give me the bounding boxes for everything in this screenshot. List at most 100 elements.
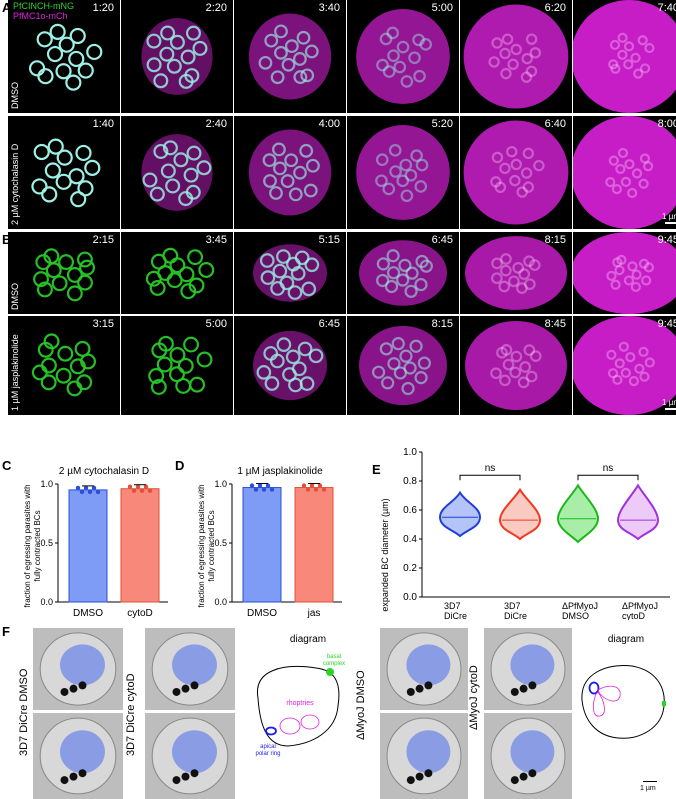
ring-structure (70, 191, 87, 208)
ring-structure (391, 337, 405, 351)
ring-structure (387, 357, 401, 371)
ring-structure (28, 60, 46, 77)
ring-structure (183, 167, 199, 183)
ring-structure (160, 163, 176, 179)
ring-structure (304, 257, 320, 273)
em-nucleus (172, 730, 217, 774)
data-point (79, 489, 85, 495)
tile-a-row2-6: 8:00 1 µm (573, 116, 676, 229)
x-category-label: cytoD (127, 608, 153, 619)
magenta-signal (141, 134, 213, 211)
timestamp: 5:00 (431, 2, 453, 14)
em-image-2 (33, 713, 123, 799)
y-tick-label: 0.8 (403, 476, 417, 487)
ring-structure (41, 357, 57, 374)
ring-structure (616, 254, 627, 265)
data-point (309, 483, 315, 488)
row-label: 1 µM jasplakinolide (10, 334, 20, 411)
ring-structure (183, 336, 199, 353)
magenta-signal (141, 18, 213, 95)
tile-a-row2-4: 5:20 (347, 116, 459, 229)
chart-d: 1 µM jasplakinolide fraction of egressin… (197, 466, 342, 619)
f-label-myoj-cytod: ΔMyoJ cytoD (468, 665, 480, 730)
data-point (301, 483, 307, 488)
em-dense-granule (78, 681, 87, 690)
diagram-apical-label-2: polar ring (255, 751, 280, 757)
ring-structure (516, 282, 528, 294)
data-point (269, 487, 275, 492)
ring-structure (306, 158, 320, 173)
magenta-signal (356, 9, 450, 104)
ring-structure (523, 344, 536, 356)
ring-structure (625, 352, 636, 363)
row-label: DMSO (10, 283, 20, 310)
ring-structure (637, 35, 648, 46)
ring-structure (491, 37, 503, 49)
ring-structure (510, 43, 522, 56)
timestamp: 8:00 (657, 118, 676, 130)
magenta-signal (356, 125, 450, 220)
ring-structure (404, 284, 418, 298)
ring-structure (502, 358, 515, 371)
ring-structure (31, 178, 48, 195)
ring-structure (376, 257, 390, 271)
data-point (127, 484, 133, 489)
diagram2-cell-outline (581, 664, 665, 739)
ring-structure (630, 52, 641, 63)
em-dense-granule (406, 776, 415, 785)
tile-a-row1-2: 2:20 (121, 0, 233, 113)
ring-structure (412, 33, 425, 47)
ring-structure (77, 274, 93, 291)
ring-structure (517, 376, 530, 389)
diagram-apical-label-1: apical (260, 744, 276, 750)
timestamp: 2:20 (205, 2, 227, 14)
ring-structure (615, 163, 626, 175)
x-category-label: DMSO (562, 611, 589, 620)
ring-structure (178, 73, 194, 89)
ring-structure (614, 358, 625, 369)
em-dense-granule (510, 776, 519, 785)
ring-structure (410, 149, 423, 163)
em-nucleus (172, 644, 217, 686)
ring-structure (69, 27, 86, 45)
ring-structure (58, 254, 75, 271)
tile-a-row1-5: 6:20 (460, 0, 572, 113)
timestamp: 3:15 (92, 318, 114, 330)
f-label-dicre-dmso: 3D7 DiCre DMSO (18, 668, 30, 756)
y-tick-label: 0.0 (40, 597, 53, 607)
f-label-dicre-cytod: 3D7 DiCre cytoD (125, 673, 137, 756)
bar-dmso (68, 489, 108, 603)
ring-structure (84, 159, 101, 176)
ring-structure (282, 367, 297, 382)
tile-a-row2-5: 6:40 (460, 116, 572, 229)
em-nucleus (510, 644, 555, 686)
y-tick-label: 0.0 (403, 592, 417, 603)
legend-magenta: PfMC1o-mCh (13, 11, 68, 21)
tile-b-row1-2: 3:45 (121, 232, 233, 314)
ring-structure (623, 275, 635, 286)
ring-structure (609, 39, 621, 51)
ring-structure (499, 374, 511, 387)
ring-structure (624, 159, 635, 170)
timestamp: 1:20 (92, 2, 114, 14)
ring-structure (631, 168, 643, 179)
ring-structure (77, 62, 94, 79)
tile-b-row2-5: 8:45 (460, 316, 572, 415)
ring-structure (386, 266, 401, 280)
tile-a-row1-6: 7:40 (573, 0, 676, 113)
ring-structure (533, 159, 545, 172)
ring-structure (264, 33, 279, 48)
ring-structure (33, 143, 50, 161)
em-image-1 (33, 628, 123, 710)
ring-structure (68, 50, 85, 68)
ring-structure (520, 167, 533, 179)
ring-structure (285, 349, 301, 365)
ring-structure (382, 182, 396, 196)
magenta-signal (573, 316, 676, 415)
x-category-label: 3D7 (504, 601, 521, 611)
ring-structure (414, 371, 428, 385)
ring-structure (259, 253, 275, 268)
ring-structure (66, 380, 83, 397)
y-tick-label: 0.0 (214, 597, 227, 607)
em-nucleus (60, 730, 105, 774)
